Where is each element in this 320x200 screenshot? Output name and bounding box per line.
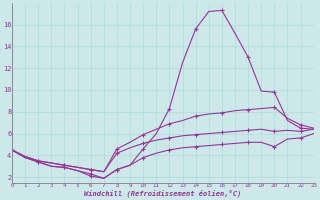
X-axis label: Windchill (Refroidissement éolien,°C): Windchill (Refroidissement éolien,°C) [84,190,242,197]
